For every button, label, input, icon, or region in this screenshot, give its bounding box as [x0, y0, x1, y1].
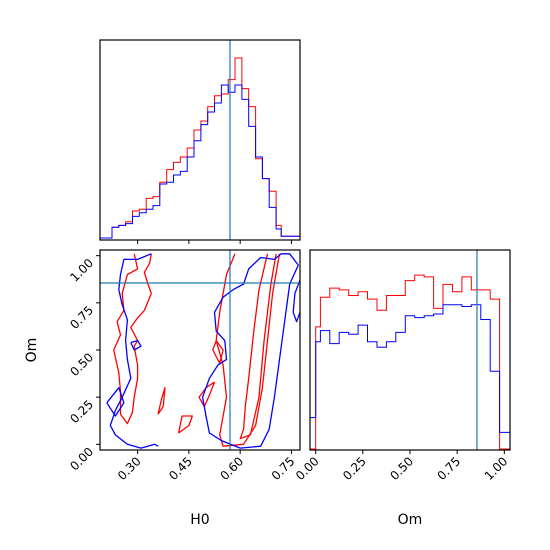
om-histogram-series-1: [309, 304, 510, 449]
om-tick-label-3: 0.75: [67, 303, 96, 332]
om-histogram-frame: [309, 249, 511, 451]
om-hist-tick-label-3: 0.75: [434, 454, 463, 483]
om-tick-label-4: 1.00: [67, 256, 96, 285]
om-histogram-series-0: [310, 274, 510, 450]
contour-series-0-line-5: [157, 387, 166, 415]
om-marginal-panel: 0.00 0.25 0.50 0.75 1.00: [293, 249, 511, 483]
om-hist-tick-label-2: 0.50: [387, 454, 416, 483]
om-hist-tick-label-0: 0.00: [293, 454, 322, 483]
h0-histogram-series-0: [100, 57, 300, 239]
y-axis-label-om: Om: [24, 338, 40, 363]
om-tick-label-0: 0.00: [67, 445, 96, 474]
om-vs-h0-contour-panel: 0.30 0.45 0.60 0.75 0.00 0.25 0.50 0.75 1.00: [67, 249, 301, 483]
h0-tick-label-3: 0.75: [269, 454, 298, 483]
contour-lines: [106, 253, 300, 449]
h0-histogram-frame: [99, 39, 301, 241]
om-tick-label-2: 0.50: [67, 350, 96, 379]
contour-frame: [99, 249, 301, 451]
h0-tick-label-2: 0.60: [217, 454, 246, 483]
contour-series-1-line-0: [201, 253, 299, 449]
contour-series-1-line-1: [292, 279, 300, 323]
contour-series-1-line-2: [109, 253, 159, 449]
x-axis-label-h0: H0: [190, 512, 209, 528]
om-hist-tick-label-1: 0.25: [340, 454, 369, 483]
h0-tick-label-0: 0.30: [115, 454, 144, 483]
h0-histogram-series-1: [100, 84, 300, 239]
om-tick-label-1: 0.25: [67, 397, 96, 426]
om-hist-tick-label-4: 1.00: [482, 454, 511, 483]
contour-series-1-line-3: [106, 387, 125, 417]
contour-series-0-line-0: [239, 253, 277, 440]
contour-series-0-line-2: [212, 339, 224, 364]
contour-series-0-line-4: [113, 253, 152, 425]
contour-series-1-line-4: [130, 339, 142, 351]
h0-marginal-panel: [99, 39, 301, 244]
h0-tick-label-1: 0.45: [166, 454, 195, 483]
contour-series-0-line-3: [198, 381, 216, 408]
x-axis-label-om: Om: [398, 512, 423, 528]
contour-series-0-line-6: [177, 415, 193, 434]
